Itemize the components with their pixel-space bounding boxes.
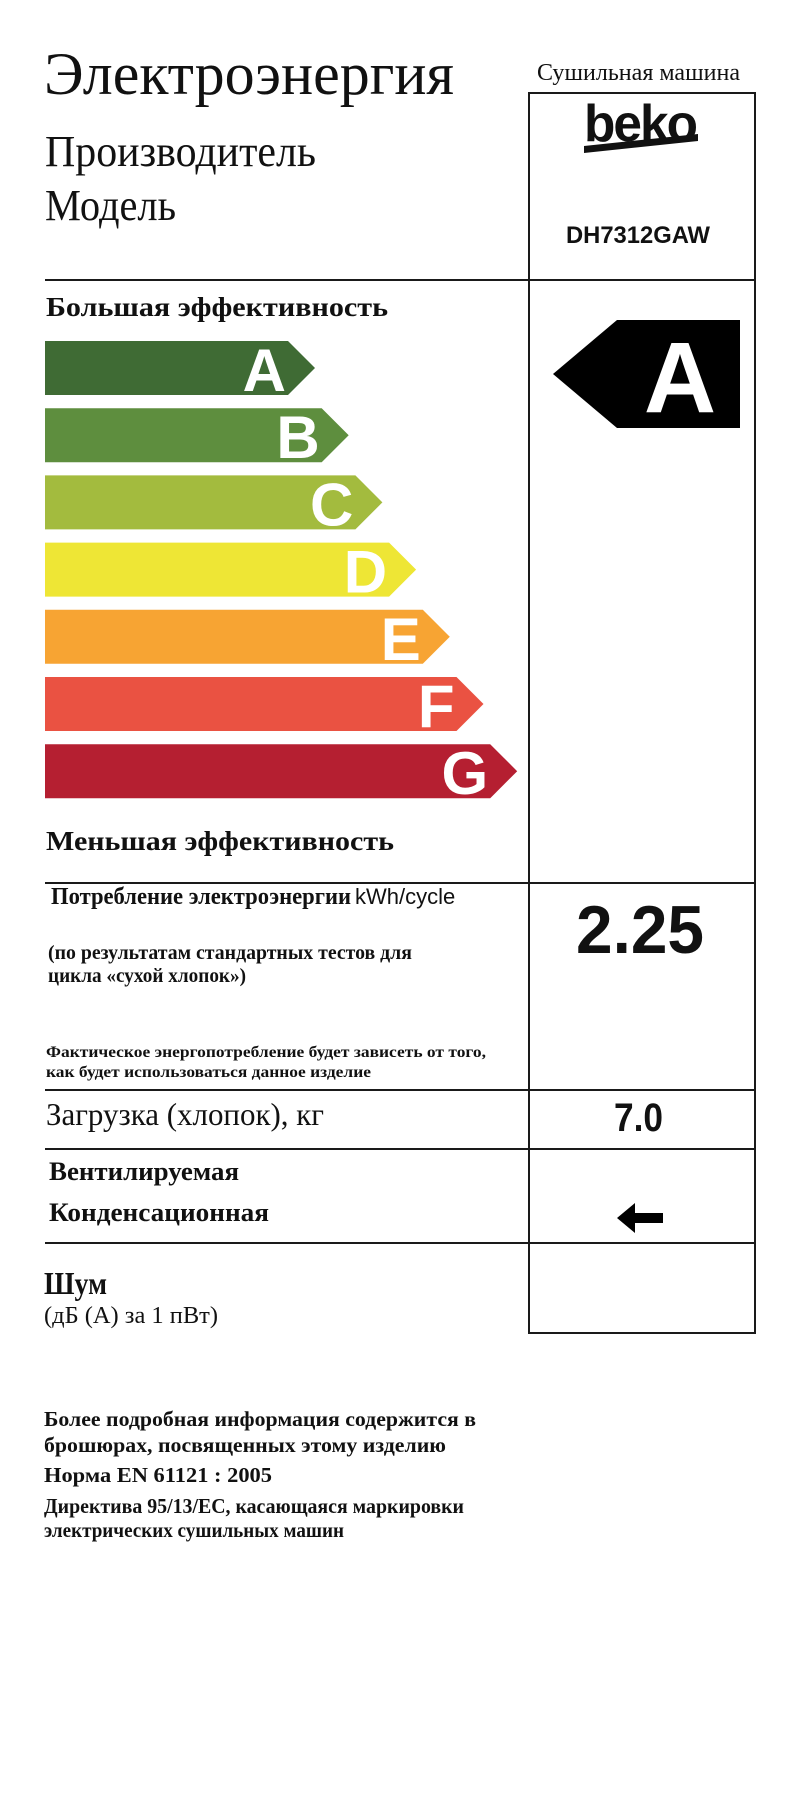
efficiency-bar-letter: F [418, 673, 455, 740]
model-label: Модель [45, 181, 176, 230]
label-title: Электроэнергия [44, 41, 454, 107]
efficiency-bar-shape [45, 677, 484, 731]
arrow-left-icon [617, 1203, 663, 1233]
footer-directive: электрических сушильных машин [44, 1518, 344, 1542]
efficiency-bar-letter: C [310, 471, 353, 538]
noise-unit: (дБ (А) за 1 пВт) [44, 1303, 218, 1329]
vented-label: Вентилируемая [49, 1157, 239, 1186]
more-efficient-label: Большая эффективность [46, 292, 388, 322]
consumption-value: 2.25 [576, 892, 704, 968]
footer-directive: Директива 95/13/EC, касающаяся маркировк… [44, 1494, 464, 1518]
disclaimer: как будет использоваться данное изделие [46, 1064, 371, 1081]
divider [45, 882, 755, 884]
efficiency-bar-c: C [45, 471, 383, 538]
efficiency-bar-shape [45, 475, 383, 530]
efficiency-bar-e: E [45, 606, 450, 673]
efficiency-bar-shape [45, 341, 315, 395]
model-value: DH7312GAW [566, 222, 710, 249]
efficiency-bar-shape [45, 744, 518, 799]
efficiency-bar-d: D [45, 539, 417, 606]
efficiency-bar-letter: A [243, 337, 286, 404]
rating-arrow: A [553, 320, 740, 428]
consumption-unit: kWh/cycle [355, 884, 456, 909]
divider [45, 279, 755, 281]
brand-logo: beko [584, 95, 698, 153]
efficiency-bar-letter: E [381, 606, 421, 673]
condenser-label: Конденсационная [49, 1198, 269, 1227]
footer-info: Более подробная информация содержится в [44, 1407, 476, 1431]
footer-norm: Норма EN 61121 : 2005 [44, 1463, 272, 1487]
rating-letter: A [644, 322, 716, 428]
consumption-note: (по результатам стандартных тестов для [48, 942, 412, 964]
efficiency-bar-a: A [45, 337, 315, 404]
footer-info: брошюрах, посвященных этому изделию [44, 1433, 446, 1457]
divider [45, 1148, 755, 1150]
divider [45, 1089, 755, 1091]
less-efficient-label: Меньшая эффективность [46, 826, 394, 856]
manufacturer-label: Производитель [45, 127, 316, 176]
load-value: 7.0 [614, 1096, 663, 1140]
efficiency-bar-f: F [45, 673, 484, 740]
efficiency-bar-g: G [45, 740, 518, 807]
consumption-note: цикла «сухой хлопок») [48, 965, 246, 987]
efficiency-bar-letter: D [344, 539, 387, 606]
noise-label: Шум [44, 1265, 107, 1301]
efficiency-bar-b: B [45, 404, 349, 471]
efficiency-bar-shape [45, 609, 450, 664]
disclaimer: Фактическое энергопотребление будет зави… [46, 1044, 486, 1061]
efficiency-bar-letter: B [276, 404, 319, 471]
efficiency-bar-shape [45, 408, 349, 463]
values-column [528, 92, 756, 1334]
efficiency-bar-letter: G [442, 740, 489, 807]
load-label: Загрузка (хлопок), кг [46, 1096, 324, 1132]
appliance-type: Сушильная машина [537, 60, 740, 86]
divider [45, 1242, 755, 1244]
consumption-label: Потребление электроэнергии kWh/cycle [51, 884, 456, 910]
efficiency-bar-shape [45, 542, 417, 597]
